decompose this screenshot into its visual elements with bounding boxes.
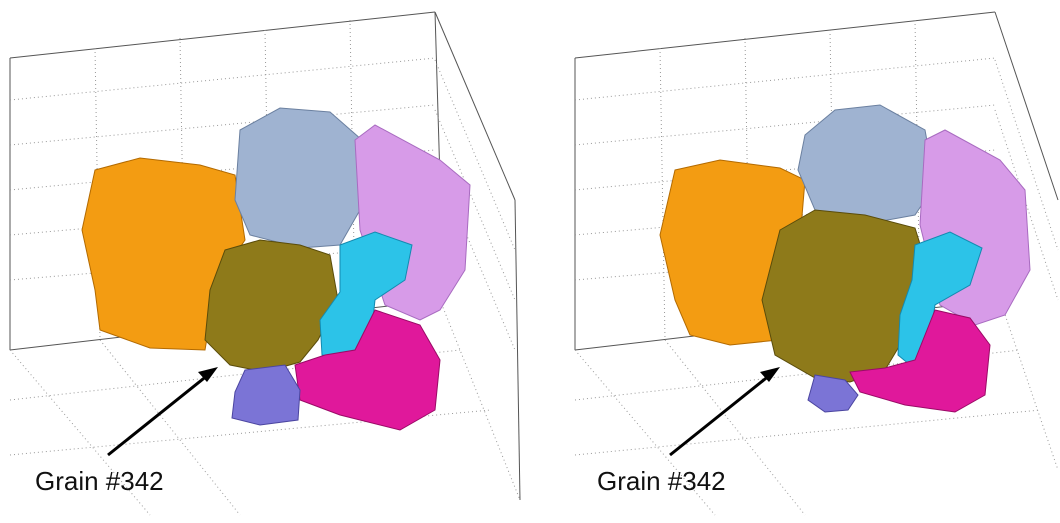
- left-purple-grain: [231, 364, 301, 426]
- left-magenta-grain: [294, 309, 441, 431]
- right-grain-label: Grain #342: [597, 466, 726, 496]
- left-grain-label: Grain #342: [35, 466, 164, 496]
- right-purple-grain: [807, 374, 859, 413]
- left-arrow: [107, 367, 218, 457]
- left-lightblue-grain: [234, 107, 363, 249]
- right-arrow: [669, 367, 780, 457]
- left-panel: Grain #342: [9, 11, 521, 516]
- left-olive-grain: [204, 239, 339, 373]
- right-magenta-grain: [849, 309, 991, 413]
- left-3d-plot: [9, 11, 521, 516]
- left-grid-lines: [9, 19, 521, 516]
- right-lightblue-grain: [797, 104, 936, 226]
- right-grid-lines: [574, 19, 1059, 516]
- right-3d-plot: [574, 11, 1059, 516]
- right-panel: Grain #342: [530, 0, 1060, 523]
